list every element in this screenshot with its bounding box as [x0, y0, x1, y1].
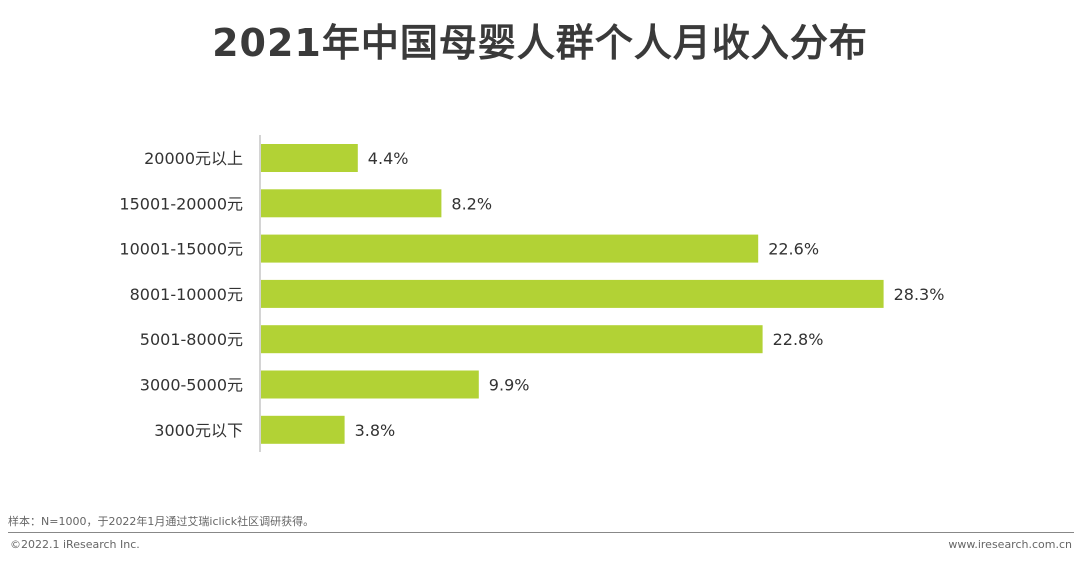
bar-5: [261, 370, 479, 399]
value-label-2: 22.6%: [768, 240, 819, 259]
value-label-3: 28.3%: [894, 285, 945, 304]
category-label-0: 20000元以上: [144, 149, 243, 168]
bar-4: [261, 325, 763, 354]
bar-3: [261, 279, 884, 308]
copyright-text: ©2022.1 iResearch Inc.: [10, 538, 140, 551]
bars-group: 20000元以上 4.4% 15001-20000元 8.2% 10001-15000元…: [119, 144, 944, 444]
category-label-3: 8001-10000元: [130, 285, 243, 304]
value-label-0: 4.4%: [368, 149, 409, 168]
footer-divider: [8, 532, 1074, 533]
chart-title: 2021年中国母婴人群个人月收入分布: [212, 21, 868, 65]
bar-6: [261, 415, 345, 444]
value-label-1: 8.2%: [451, 194, 492, 213]
category-label-1: 15001-20000元: [119, 194, 243, 213]
website-text: www.iresearch.com.cn: [948, 538, 1072, 551]
bar-2: [261, 234, 759, 263]
category-label-6: 3000元以下: [154, 421, 243, 440]
category-label-4: 5001-8000元: [140, 330, 243, 349]
footer-note: 样本：N=1000，于2022年1月通过艾瑞iclick社区调研获得。: [8, 515, 315, 528]
value-label-4: 22.8%: [773, 330, 824, 349]
category-label-5: 3000-5000元: [140, 376, 243, 395]
value-label-5: 9.9%: [489, 376, 530, 395]
bar-0: [261, 144, 358, 172]
bar-1: [261, 189, 442, 218]
category-label-2: 10001-15000元: [119, 240, 243, 259]
value-label-6: 3.8%: [355, 421, 396, 440]
